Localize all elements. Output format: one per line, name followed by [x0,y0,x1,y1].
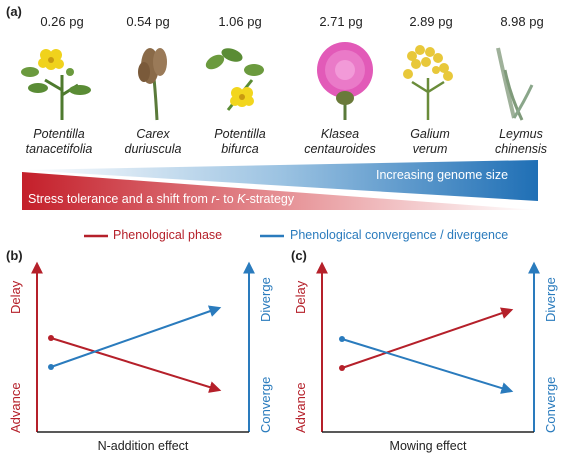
red-wedge-label: Stress tolerance and a shift from r- to … [28,192,295,206]
panel-c-phase-line [339,307,514,371]
species-name-3: Potentilla bifurca [214,127,266,156]
panel-b-converge-label: Converge [258,376,273,433]
panel-c-diverge-label: Diverge [543,277,558,322]
panel-c-xlabel: Mowing effect [389,439,467,453]
panel-c-converge-label: Converge [543,376,558,433]
panel-b-delay-label: Delay [8,280,23,314]
panel-c-convergence-line [339,336,514,394]
species-name-1: Potentilla tanacetifolia [25,127,93,156]
genome-size-4: 2.71 pg [319,14,363,29]
yellow-cluster-icon [403,45,453,120]
blue-genome-wedge [22,160,538,201]
species-name-2: Carex duriuscula [124,127,182,156]
genome-size-2: 0.54 pg [126,14,170,29]
panel-c-advance-label: Advance [293,382,308,433]
panel-c-label: (c) [291,248,307,263]
panel-b-phase-line [48,335,222,393]
panel-b-advance-label: Advance [8,382,23,433]
grass-blade-icon [496,47,534,121]
panel-b-convergence-line [48,305,222,370]
panel-b-diverge-label: Diverge [258,277,273,322]
panel-b-xlabel: N-addition effect [97,439,189,453]
yellow-flower-icon [205,48,264,111]
panel-a-label: (a) [6,4,22,19]
panel-c-delay-label: Delay [293,280,308,314]
genome-size-6: 8.98 pg [500,14,544,29]
panel-b-axes [31,261,255,433]
legend-blue-label: Phenological convergence / divergence [290,228,509,242]
legend-red-label: Phenological phase [113,228,223,242]
sedge-spike-icon [138,48,167,121]
yellow-flower-icon [21,49,91,120]
species-name-6: Leymus chinensis [494,127,548,156]
species-name-4: Klasea centauroides [304,127,376,156]
genome-size-5: 2.89 pg [409,14,453,29]
blue-wedge-label: Increasing genome size [376,168,509,182]
genome-size-3: 1.06 pg [218,14,262,29]
genome-size-1: 0.26 pg [40,14,84,29]
panel-b-label: (b) [6,248,23,263]
species-name-5: Galium verum [410,127,450,156]
thistle-flower-icon [317,42,373,120]
panel-c-axes [316,261,540,433]
red-strategy-wedge [22,172,536,210]
